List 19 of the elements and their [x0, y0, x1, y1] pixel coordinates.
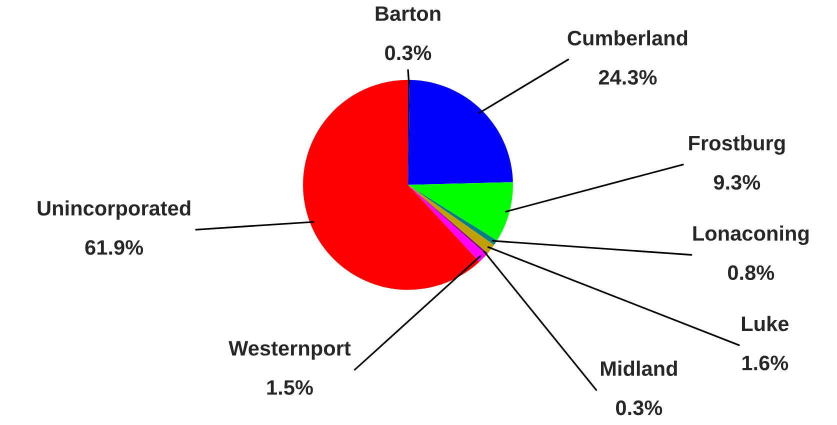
slice-label: Midland: [600, 360, 677, 376]
data-label: 0.3%: [385, 45, 432, 60]
slice-label: Cumberland: [568, 30, 688, 46]
data-label: 61.9%: [85, 240, 144, 255]
data-label: 1.5%: [267, 380, 313, 395]
data-label: 0.3%: [616, 400, 662, 416]
pie-slice: [408, 182, 513, 241]
slice-label: Barton: [376, 6, 440, 21]
data-label: 0.8%: [728, 265, 774, 280]
pie-slice: [303, 80, 480, 290]
slice-label: Lonaconing: [693, 226, 809, 246]
data-label: 9.3%: [714, 174, 760, 190]
slice-label: Frostburg: [689, 135, 785, 155]
slice-label: Westernport: [228, 341, 351, 360]
slice-label: Unincorporated: [38, 200, 190, 220]
data-label: 1.6%: [742, 356, 788, 370]
pie-slice: [408, 80, 513, 185]
data-label: 24.3%: [598, 70, 657, 85]
slice-label: Luke: [742, 316, 789, 332]
